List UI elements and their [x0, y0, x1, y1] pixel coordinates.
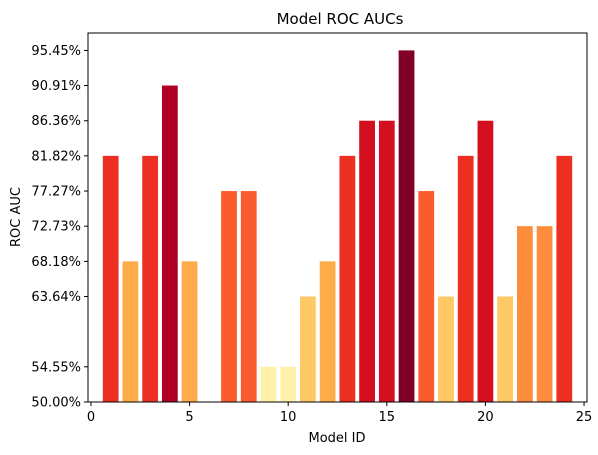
y-tick-label: 72.73%	[31, 220, 81, 235]
y-tick-label: 77.27%	[31, 185, 81, 200]
bar-model-24	[556, 156, 572, 402]
x-tick-label: 25	[576, 410, 593, 425]
y-tick-label: 63.64%	[31, 290, 81, 305]
bar-model-16	[399, 50, 415, 402]
y-tick-label: 50.00%	[31, 396, 81, 411]
x-axis: 0 5 10 15 20 25	[87, 402, 592, 425]
bar-model-7	[221, 191, 237, 402]
y-tick-label: 90.91%	[31, 79, 81, 94]
x-tick-label: 10	[280, 410, 297, 425]
bar-model-5	[182, 261, 198, 402]
x-tick-label: 5	[185, 410, 193, 425]
y-axis: 50.00% 54.55% 63.64% 68.18% 72.73% 77.27% 81.8…	[31, 44, 88, 411]
bar-model-20	[478, 121, 494, 402]
bar-model-21	[497, 296, 513, 402]
bar-model-12	[320, 261, 336, 402]
bar-model-10	[280, 367, 296, 402]
bar-model-13	[339, 156, 355, 402]
bar-model-2	[123, 261, 139, 402]
x-axis-label: Model ID	[308, 431, 365, 446]
bar-model-1	[103, 156, 119, 402]
bar-model-18	[438, 296, 454, 402]
bar-model-14	[359, 121, 375, 402]
bar-model-8	[241, 191, 257, 402]
bar-model-19	[458, 156, 474, 402]
x-tick-label: 20	[477, 410, 494, 425]
bars-layer	[103, 50, 572, 402]
y-tick-label: 86.36%	[31, 114, 81, 129]
bar-model-4	[162, 86, 178, 402]
y-axis-label: ROC AUC	[9, 187, 24, 247]
bar-model-3	[142, 156, 158, 402]
bar-model-9	[261, 367, 277, 402]
bar-model-15	[379, 121, 395, 402]
y-tick-label: 81.82%	[31, 149, 81, 164]
chart-title: Model ROC AUCs	[277, 10, 404, 28]
x-tick-label: 0	[87, 410, 95, 425]
y-tick-label: 95.45%	[31, 44, 81, 59]
bar-model-17	[418, 191, 434, 402]
bar-model-22	[517, 226, 533, 402]
y-tick-label: 68.18%	[31, 255, 81, 270]
y-tick-label: 54.55%	[31, 360, 81, 375]
bar-model-11	[300, 296, 316, 402]
x-tick-label: 15	[379, 410, 396, 425]
bar-model-23	[537, 226, 553, 402]
